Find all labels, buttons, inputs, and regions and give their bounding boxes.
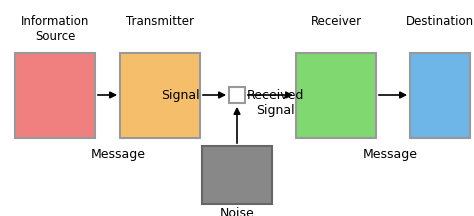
Text: Information
Source: Information Source	[21, 15, 89, 43]
Text: Transmitter: Transmitter	[126, 15, 194, 28]
Text: Message: Message	[91, 148, 146, 161]
Bar	[202, 146, 272, 204]
Bar	[229, 87, 245, 103]
Text: Destination: Destination	[406, 15, 474, 28]
Bar	[120, 52, 200, 138]
Text: Received
Signal: Received Signal	[247, 89, 304, 117]
Text: Receiver: Receiver	[310, 15, 362, 28]
Bar	[296, 52, 376, 138]
Bar	[15, 52, 95, 138]
Text: Noise
Source: Noise Source	[216, 207, 258, 216]
Text: Signal: Signal	[161, 89, 200, 102]
Text: Message: Message	[363, 148, 418, 161]
Bar	[410, 52, 470, 138]
